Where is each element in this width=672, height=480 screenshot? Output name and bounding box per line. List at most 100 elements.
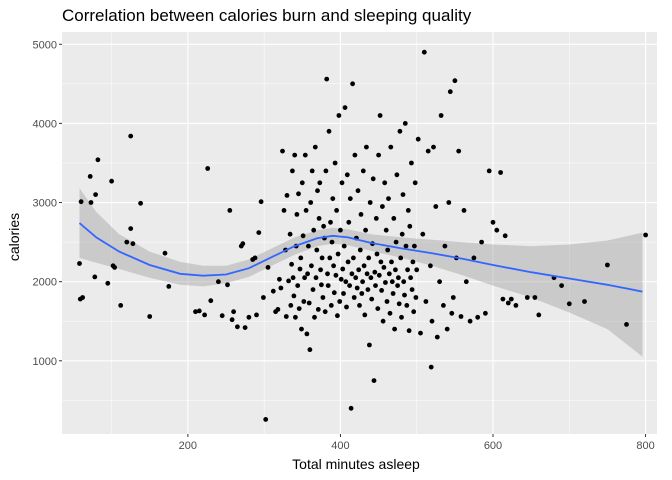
data-point — [498, 170, 503, 175]
data-point — [406, 328, 412, 334]
data-point — [258, 199, 264, 205]
data-point — [296, 191, 301, 197]
data-point — [429, 318, 435, 324]
data-point — [452, 78, 458, 84]
data-point — [367, 200, 373, 205]
data-point — [434, 334, 440, 340]
data-point — [306, 243, 311, 249]
data-point — [415, 136, 421, 142]
data-point — [643, 232, 648, 238]
data-point — [328, 219, 333, 225]
data-point — [447, 89, 453, 95]
data-point — [78, 199, 84, 205]
data-point — [299, 326, 304, 332]
data-point — [336, 113, 342, 118]
data-point — [270, 288, 276, 294]
data-point — [312, 144, 318, 150]
data-point — [227, 208, 233, 213]
major-gridlines — [62, 32, 657, 434]
data-point — [385, 247, 391, 253]
data-point — [389, 259, 394, 265]
y-tick-label: 5000 — [33, 39, 57, 51]
data-point — [458, 314, 464, 319]
data-point — [505, 300, 511, 306]
data-point — [500, 296, 506, 302]
data-point — [322, 309, 328, 315]
data-point — [128, 133, 134, 139]
data-point — [261, 295, 266, 300]
data-point — [344, 172, 350, 178]
data-point — [408, 275, 413, 281]
data-point — [421, 49, 427, 55]
data-point — [329, 239, 335, 245]
data-point — [138, 200, 144, 206]
data-point — [360, 168, 366, 174]
data-point — [303, 208, 309, 213]
data-point — [314, 247, 320, 253]
data-point — [300, 233, 306, 239]
data-point — [360, 279, 365, 285]
data-point — [275, 307, 281, 312]
data-point — [475, 314, 481, 320]
data-point — [449, 310, 455, 316]
data-point — [395, 283, 400, 288]
data-point — [105, 280, 111, 286]
data-point — [390, 291, 396, 296]
y-tick-label: 3000 — [33, 198, 57, 210]
data-point — [344, 304, 349, 310]
data-point — [338, 276, 344, 282]
data-point — [358, 212, 364, 217]
data-point — [404, 303, 410, 308]
data-point — [93, 192, 98, 198]
data-point — [388, 144, 394, 150]
data-point — [431, 144, 436, 150]
data-point — [281, 208, 287, 213]
data-point — [340, 266, 346, 272]
data-point — [92, 274, 98, 280]
data-point — [461, 208, 467, 213]
data-point — [423, 299, 429, 304]
data-point — [77, 261, 82, 266]
data-point — [374, 251, 380, 257]
data-point — [353, 275, 359, 281]
data-point — [315, 188, 320, 194]
data-point — [382, 180, 388, 186]
data-point — [450, 295, 456, 300]
data-point — [295, 283, 301, 288]
data-point — [412, 180, 418, 186]
data-point — [339, 180, 345, 186]
data-point — [299, 180, 305, 186]
data-point — [399, 231, 405, 237]
data-point — [350, 81, 355, 87]
data-point — [409, 160, 414, 166]
data-point — [326, 128, 332, 134]
data-point — [280, 148, 285, 154]
data-point — [288, 303, 294, 308]
data-point — [323, 168, 329, 174]
data-point — [379, 288, 384, 293]
data-point — [225, 282, 230, 288]
data-point — [319, 255, 325, 261]
data-point — [566, 301, 572, 307]
data-point — [291, 293, 297, 299]
data-point — [399, 314, 404, 320]
chart-title: Correlation between calories burn and sl… — [62, 6, 472, 25]
data-point — [413, 295, 419, 300]
data-point — [383, 280, 388, 285]
data-point — [386, 271, 392, 277]
data-point — [425, 148, 431, 154]
data-point — [302, 275, 307, 281]
minor-gridlines — [62, 32, 657, 434]
data-point — [95, 157, 101, 163]
data-point — [366, 255, 372, 261]
data-point — [118, 303, 124, 308]
data-point — [402, 292, 407, 298]
data-point — [296, 306, 302, 311]
data-point — [343, 279, 349, 285]
x-tick-label: 800 — [636, 440, 654, 452]
data-point — [292, 152, 298, 158]
data-point — [335, 313, 340, 319]
data-point — [348, 405, 354, 411]
data-point — [242, 325, 248, 330]
